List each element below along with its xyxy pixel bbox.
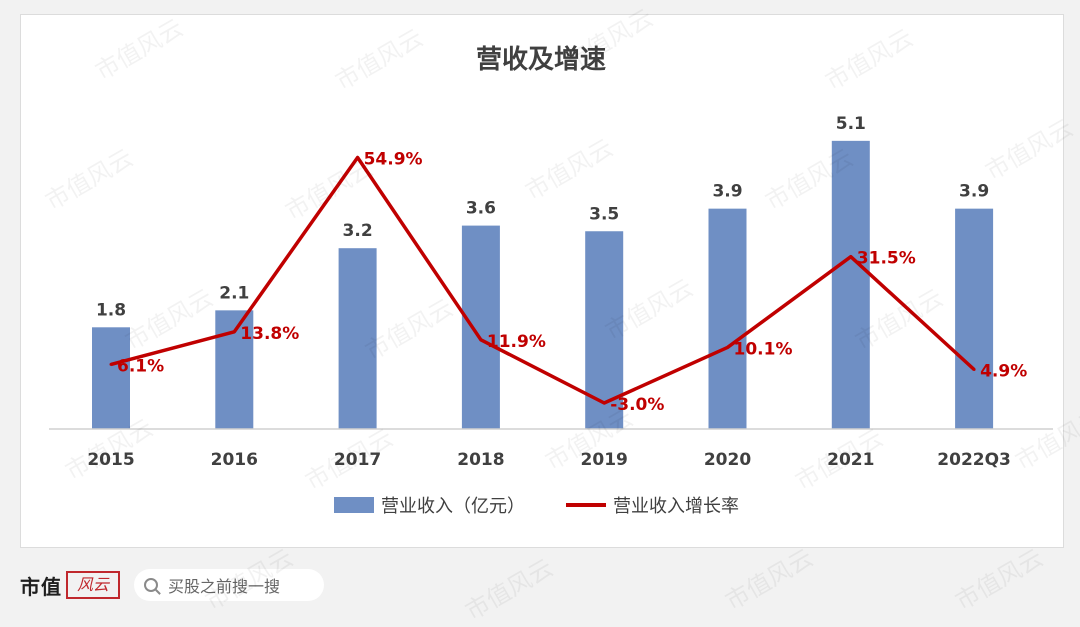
x-tick-2019: 2019 [581,450,628,470]
bar-2018 [461,225,500,429]
bar-label-2016: 2.1 [219,283,249,303]
growth-point-2020 [726,345,729,349]
growth-label-2018: 11.9% [487,332,546,352]
bar-label-2018: 3.6 [466,199,496,219]
growth-label-2020: 10.1% [734,339,793,359]
chart: 营收及增速 1.8 2.1 3.2 3.6 3.5 3.9 5.1 3.9 2015 2016 201… [49,44,1053,517]
x-tick-2021: 2021 [827,450,874,470]
growth-point-2022Q3 [972,368,976,372]
brand-name: 市值 [20,574,62,599]
bar-label-2017: 3.2 [343,221,373,241]
growth-label-2021: 31.5% [857,249,916,269]
search-placeholder: 买股之前搜一搜 [168,577,281,596]
growth-label-2022Q3: 4.9% [980,362,1027,382]
growth-point-2019 [602,401,606,405]
x-tick-2022Q3: 2022Q3 [937,450,1011,470]
growth-label-2017: 54.9% [364,150,423,170]
brand-mark: 风云 [66,571,120,599]
search-box[interactable]: 买股之前搜一搜 [134,569,324,601]
bar-2020 [708,208,747,429]
legend-line-label: 营业收入增长率 [613,496,739,517]
brand-logo[interactable]: 市值 风云 [20,565,120,605]
growth-label-2019: -3.0% [610,395,664,415]
growth-label-2015: 6.1% [117,356,164,376]
bar-label-2019: 3.5 [589,204,619,224]
footer-bar: 市值 风云 买股之前搜一搜 [20,560,1060,610]
bar-2015 [92,327,130,429]
x-tick-2015: 2015 [87,450,134,470]
growth-point-2016 [232,330,236,334]
growth-point-2021 [849,255,853,259]
bar-label-2021: 5.1 [836,114,866,134]
legend-bar-label: 营业收入（亿元） [381,496,525,517]
search-icon [144,578,158,592]
bar-label-2022Q3: 3.9 [959,182,989,202]
growth-point-2015 [109,362,113,366]
growth-point-2017 [356,156,360,160]
chart-title: 营收及增速 [476,44,606,75]
growth-line [110,155,976,405]
x-tick-2020: 2020 [704,450,751,470]
legend-bar-swatch [334,497,374,513]
bar-2017 [338,248,377,429]
growth-label-2016: 13.8% [240,324,299,344]
x-tick-2016: 2016 [211,450,258,470]
x-tick-2017: 2017 [334,450,381,470]
chart-card: 营收及增速 1.8 2.1 3.2 3.6 3.5 3.9 5.1 3.9 2015 2016 201… [20,14,1064,548]
bar-label-2015: 1.8 [96,300,126,320]
bar-2021 [831,140,870,429]
bar-label-2020: 3.9 [712,182,742,202]
bar-2022Q3 [955,208,994,429]
x-tick-2018: 2018 [457,450,504,470]
growth-point-2018 [479,338,483,342]
